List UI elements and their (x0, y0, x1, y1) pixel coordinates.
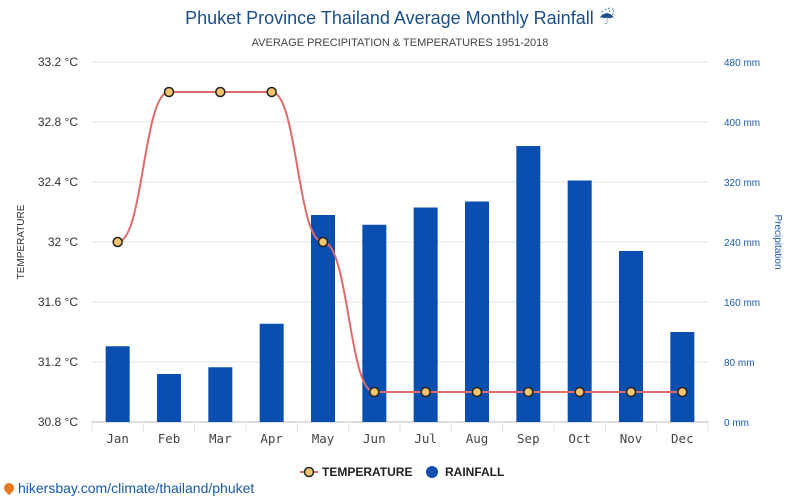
rainfall-bar (157, 374, 181, 422)
right-axis-tick-label: 160 mm (724, 298, 760, 309)
right-axis-tick-label: 240 mm (724, 238, 760, 249)
legend-temperature-marker (303, 466, 315, 478)
temperature-point (215, 86, 226, 98)
rainfall-bar (413, 207, 438, 422)
location-pin-icon (1, 480, 17, 496)
temperature-point (574, 386, 585, 398)
legend-item-rainfall[interactable]: RAINFALL (426, 465, 504, 479)
legend-temperature-label: TEMPERATURE (322, 465, 412, 479)
x-axis-tick-label: Dec (671, 431, 694, 446)
left-axis-ticks: 30.8 °C 31.2 °C 31.6 °C 32 °C 32.4 °C 32.8 °C… (38, 55, 78, 429)
temperature-point (163, 86, 175, 98)
right-axis-tick-label: 0 mm (724, 418, 749, 429)
chart-title: Phuket Province Thailand Average Monthly… (185, 7, 615, 28)
x-axis-tick-label: Oct (568, 431, 591, 446)
x-axis-ticks: Jan Feb Mar Apr May Jun Jul Aug Sep Oct Nov Dec (106, 431, 693, 446)
rainfall-bar (670, 332, 695, 422)
left-axis-tick-label: 30.8 °C (38, 415, 78, 429)
source-link-text[interactable]: hikersbay.com/climate/thailand/phuket (18, 480, 255, 496)
right-axis-tick-label: 320 mm (724, 178, 760, 189)
left-axis-tick-label: 32.4 °C (38, 175, 78, 189)
chart-subtitle: AVERAGE PRECIPITATION & TEMPERATURES 195… (252, 37, 549, 49)
x-axis-tick-label: Jan (106, 431, 129, 446)
umbrella-rain-icon: ☔ (599, 7, 615, 28)
left-axis-tick-label: 32 °C (48, 235, 78, 249)
right-axis-tick-label: 400 mm (724, 118, 760, 129)
x-axis-tick-label: May (312, 431, 335, 446)
x-axis-tick-label: Aug (466, 431, 489, 446)
temperature-point (369, 386, 380, 398)
left-axis-tick-label: 32.8 °C (38, 115, 78, 129)
x-axis-tick-label: Mar (209, 431, 232, 446)
rainfall-bar (465, 201, 489, 422)
x-axis-tick-label: Jul (414, 431, 437, 446)
left-axis-tick-label: 33.2 °C (38, 55, 78, 69)
right-axis-title: Precipitation (772, 214, 783, 269)
x-axis-tick-label: Feb (158, 431, 181, 446)
rainfall-bar (567, 180, 592, 422)
legend: TEMPERATURE RAINFALL (300, 465, 504, 479)
legend-rainfall-marker (426, 466, 438, 478)
temperature-point (625, 386, 637, 398)
left-axis-title: TEMPERATURE (16, 204, 27, 279)
temperature-point (112, 236, 123, 248)
temperature-point (471, 386, 483, 398)
temperature-line-path (117, 91, 683, 393)
temperature-point (677, 386, 688, 398)
temperature-point (266, 86, 277, 98)
temperature-point (523, 386, 534, 398)
rainfall-bar (208, 367, 233, 422)
x-axis-tick-label: Jun (363, 431, 386, 446)
right-axis-tick-label: 480 mm (724, 58, 760, 69)
grid-lines (91, 61, 709, 432)
rainfall-bars (105, 146, 695, 422)
temperature-point (420, 386, 431, 398)
legend-item-temperature[interactable]: TEMPERATURE (300, 465, 412, 479)
left-axis-tick-label: 31.2 °C (38, 355, 78, 369)
source-link[interactable]: hikersbay.com/climate/thailand/phuket (1, 480, 255, 496)
rainfall-bar (259, 323, 284, 422)
left-axis-tick-label: 31.6 °C (38, 295, 78, 309)
rainfall-bar (516, 146, 541, 422)
temperature-line (112, 86, 688, 398)
temperature-point (317, 236, 329, 248)
x-axis-tick-label: Sep (517, 431, 540, 446)
right-axis-ticks: 0 mm 80 mm 160 mm 240 mm 320 mm 400 mm 480 mm (724, 58, 760, 429)
rainfall-bar (105, 346, 130, 422)
x-axis-tick-label: Apr (260, 431, 283, 446)
right-axis-tick-label: 80 mm (724, 358, 755, 369)
legend-rainfall-label: RAINFALL (445, 465, 504, 479)
x-axis-tick-label: Nov (620, 431, 643, 446)
